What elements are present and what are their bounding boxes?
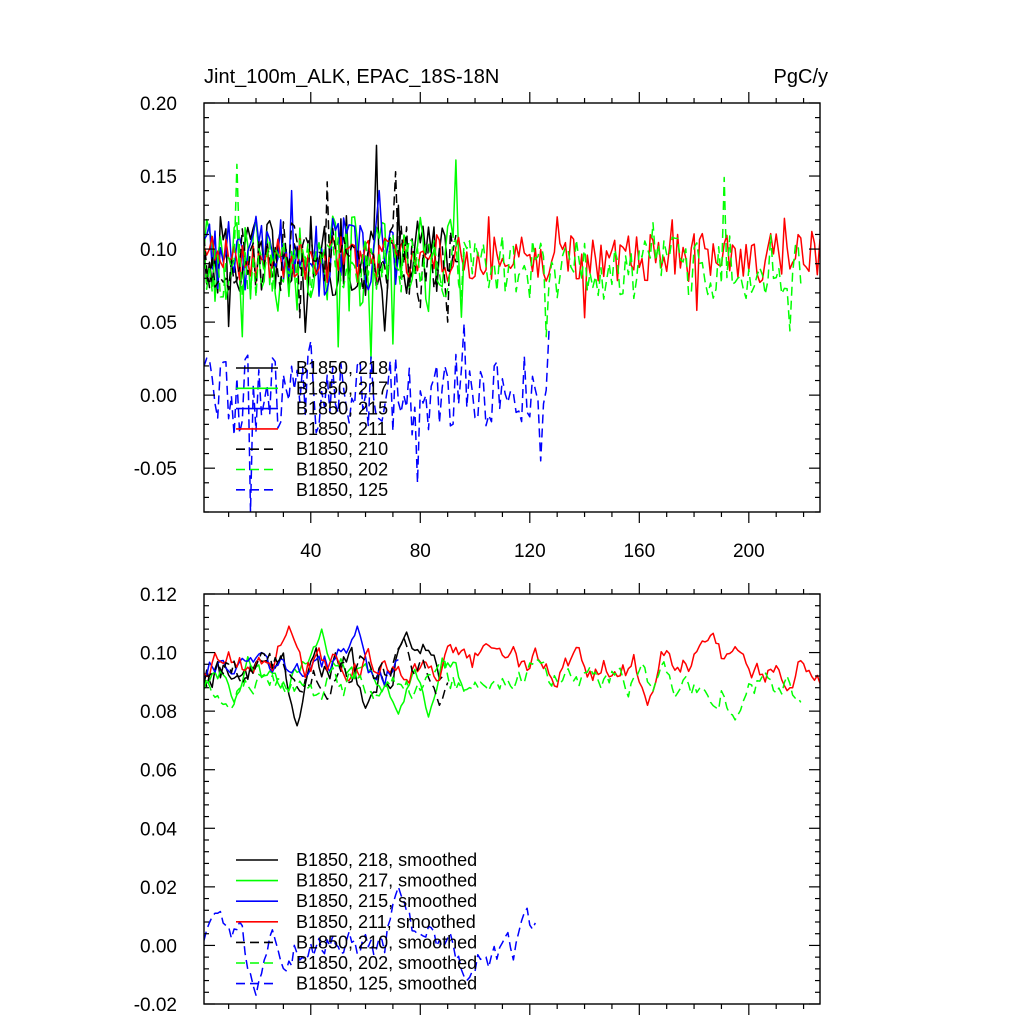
legend-label: B1850, 215, smoothed bbox=[296, 891, 477, 911]
y-tick-label: 0.20 bbox=[140, 94, 177, 115]
units-label: PgC/y bbox=[774, 66, 828, 88]
series-line-b1850-215-smoothed bbox=[204, 625, 399, 686]
y-tick-label: 0.10 bbox=[140, 240, 177, 261]
legend-label: B1850, 211, smoothed bbox=[296, 912, 476, 932]
y-tick-label: -0.02 bbox=[134, 995, 177, 1016]
series-line-b1850-211-smoothed bbox=[204, 625, 820, 707]
plot-frame bbox=[203, 593, 821, 1005]
legend-label: B1850, 125, smoothed bbox=[296, 974, 477, 994]
y-tick-label: 0.06 bbox=[140, 761, 177, 782]
y-tick-label: 0.00 bbox=[140, 936, 177, 957]
series-line-b1850-218-smoothed bbox=[204, 631, 443, 727]
series-line-b1850-202 bbox=[204, 163, 802, 338]
legend-label: B1850, 218 bbox=[296, 358, 388, 378]
legend-label: B1850, 125 bbox=[296, 480, 388, 500]
legend-label: B1850, 217 bbox=[296, 378, 388, 398]
series-line-b1850-125-smoothed bbox=[204, 886, 536, 996]
x-tick-label: 80 bbox=[410, 541, 431, 562]
series-line-b1850-211 bbox=[204, 216, 820, 319]
legend-label: B1850, 218, smoothed bbox=[296, 850, 477, 870]
y-tick-label: 0.02 bbox=[140, 878, 177, 899]
smoothed-chart-panel: -0.02 0.00 0.02 0.04 0.06 0.08 0.10 0.12 B1850,… bbox=[134, 583, 821, 1016]
y-tick-label: 0.04 bbox=[140, 819, 177, 840]
legend-label: B1850, 217, smoothed bbox=[296, 871, 477, 891]
series-line-b1850-210-smoothed bbox=[204, 637, 449, 707]
legend-label: B1850, 202 bbox=[296, 460, 388, 480]
y-tick-label: 0.05 bbox=[140, 313, 177, 334]
y-tick-label: -0.05 bbox=[134, 459, 177, 480]
x-tick-label: 120 bbox=[514, 541, 546, 562]
legend-label: B1850, 202, smoothed bbox=[296, 953, 477, 973]
y-tick-label: 0.00 bbox=[140, 386, 177, 407]
legend-label: B1850, 211 bbox=[296, 419, 387, 439]
x-tick-label: 40 bbox=[300, 541, 321, 562]
series-line-b1850-125 bbox=[204, 322, 550, 512]
y-tick-label: 0.15 bbox=[140, 167, 177, 188]
legend-label: B1850, 210 bbox=[296, 439, 388, 459]
y-tick-label: 0.12 bbox=[140, 585, 177, 606]
legend-label: B1850, 215 bbox=[296, 399, 388, 419]
raw-chart-panel: Jint_100m_ALK, EPAC_18S-18N PgC/y -0.05 0… bbox=[134, 66, 828, 562]
series-line-b1850-202-smoothed bbox=[204, 659, 802, 721]
series-line-b1850-217-smoothed bbox=[204, 628, 465, 718]
series-line-b1850-217 bbox=[204, 159, 465, 360]
y-tick-label: 0.10 bbox=[140, 644, 177, 665]
x-tick-label: 160 bbox=[623, 541, 655, 562]
series-line-b1850-215 bbox=[204, 189, 400, 297]
legend-label: B1850, 210, smoothed bbox=[296, 932, 477, 952]
x-tick-label: 200 bbox=[733, 541, 765, 562]
chart-title: Jint_100m_ALK, EPAC_18S-18N bbox=[204, 66, 499, 88]
y-tick-label: 0.08 bbox=[140, 702, 177, 723]
